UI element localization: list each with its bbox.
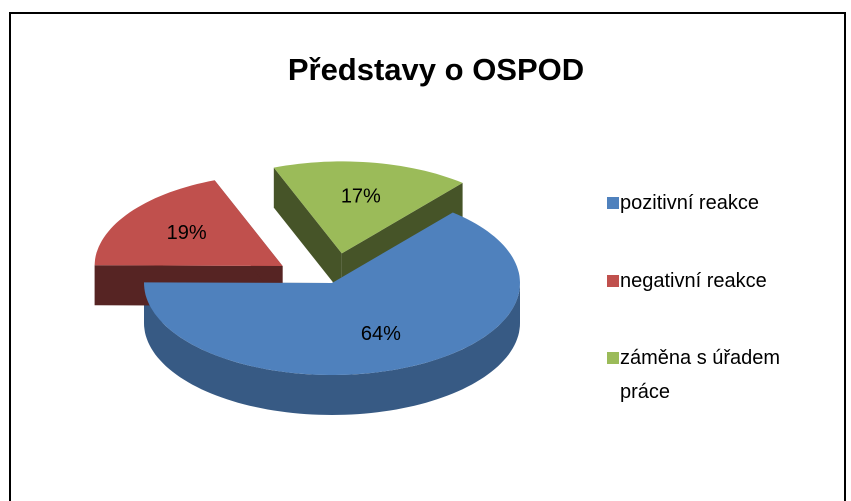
data-label: 64%: [361, 323, 401, 345]
slice: [144, 212, 520, 375]
legend-swatch: [607, 197, 619, 209]
legend-swatch: [607, 352, 619, 364]
data-label: 19%: [167, 222, 207, 244]
slice-side: [144, 283, 520, 415]
data-label: 17%: [341, 185, 381, 207]
legend-label: pozitivní reakce: [620, 192, 759, 214]
slice: [273, 161, 463, 254]
pie-tops: 64% 19% 17%: [94, 161, 520, 375]
legend: [607, 197, 619, 364]
chart-title: Představy o OSPOD: [288, 52, 584, 87]
legend-label: záměna s úřadem práce: [620, 347, 781, 403]
legend-swatch: [607, 275, 619, 287]
slice: [94, 180, 283, 266]
slice-wall: [273, 167, 342, 294]
legend-label: negativní reakce: [620, 270, 767, 292]
